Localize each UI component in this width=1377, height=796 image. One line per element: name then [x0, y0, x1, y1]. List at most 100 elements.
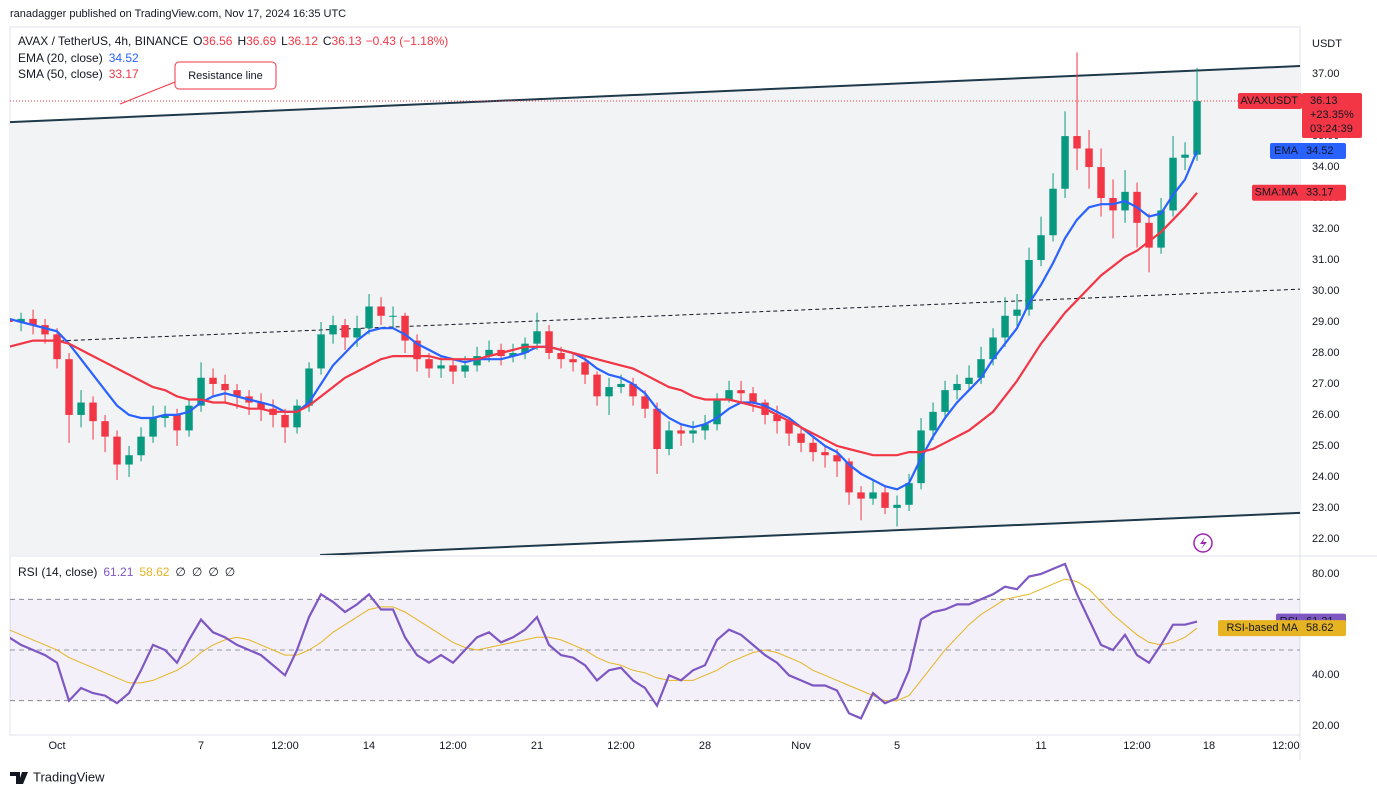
candle-body: [209, 377, 217, 384]
annotation-text: Resistance line: [188, 70, 263, 82]
y-tick-label: 26.00: [1312, 409, 1340, 421]
candle-body: [797, 433, 805, 443]
indicator-line: [10, 192, 1198, 457]
candle-body: [953, 383, 961, 391]
rsi-value: 61.21: [103, 565, 133, 579]
indicator-tag-box: [1252, 184, 1346, 201]
currency-label: USDT: [1312, 38, 1342, 50]
candle-body: [401, 315, 409, 341]
ohlc-change: −0.43 (−1.18%): [366, 34, 449, 48]
rsi-tick-label: 80.00: [1312, 568, 1340, 580]
candle-body: [1085, 148, 1093, 168]
y-tick-label: 24.00: [1312, 471, 1340, 483]
icon-circle[interactable]: [1193, 533, 1213, 553]
price-value-box: [1302, 93, 1362, 139]
rsi-ma-tag-name: RSI-based MA: [1226, 622, 1298, 634]
candle-body: [257, 402, 265, 409]
price-change-pct: +23.35%: [1310, 109, 1354, 121]
candle-body: [89, 402, 97, 422]
indicator-legend: EMA (20, close) 34.52: [18, 51, 139, 65]
candle-body: [1025, 260, 1033, 310]
candle-body: [29, 318, 37, 326]
indicator-tag-value: 34.52: [1306, 145, 1334, 157]
candle-body: [713, 399, 721, 425]
candle-body: [53, 334, 61, 360]
x-tick-label: 18: [1203, 740, 1215, 752]
candle-body: [353, 328, 361, 338]
indicator-value: 33.17: [109, 67, 139, 81]
candle-body: [809, 442, 817, 453]
candle-body: [65, 359, 73, 415]
candle-body: [365, 306, 373, 329]
indicator-name: EMA (20, close): [18, 51, 103, 65]
trendline: [10, 65, 1300, 124]
candle-body: [869, 492, 877, 499]
candle-body: [437, 365, 445, 369]
candle-body: [161, 414, 169, 419]
y-tick-label: 30.00: [1312, 285, 1340, 297]
channel-fill: [10, 66, 1300, 555]
y-tick-label: 22.00: [1312, 533, 1340, 545]
indicator-line: [10, 150, 1199, 491]
candle-body: [413, 340, 421, 360]
candle-body: [305, 368, 313, 406]
candle-body: [965, 377, 973, 384]
candle-body: [881, 492, 889, 508]
candle-body: [137, 436, 145, 456]
candle-body: [1181, 154, 1189, 158]
candle-body: [1013, 309, 1021, 316]
trendline: [320, 511, 1300, 555]
y-tick-label: 27.00: [1312, 378, 1340, 390]
y-tick-label: 25.00: [1312, 440, 1340, 452]
y-tick-label: 29.00: [1312, 316, 1340, 328]
indicator-tag-box: [1270, 142, 1346, 159]
rsi-tick-label: 20.00: [1312, 720, 1340, 732]
footer: TradingView: [10, 769, 105, 784]
indicator-tag-name: EMA: [1274, 145, 1299, 157]
candle-body: [197, 377, 205, 406]
candle-body: [701, 424, 709, 431]
y-tick-label: 37.00: [1312, 68, 1340, 80]
annotation-box: [174, 61, 277, 90]
rsi-extra: ∅: [208, 565, 218, 579]
rsi-background: [10, 598, 1300, 702]
candle-body: [641, 396, 649, 409]
candle-body: [725, 390, 733, 400]
candle-body: [77, 402, 85, 415]
candle-body: [773, 414, 781, 422]
candle-body: [1061, 136, 1069, 189]
ohlc-value: 36.69: [246, 34, 276, 48]
y-tick-label: 28.00: [1312, 347, 1340, 359]
rsi-tick-label: 40.00: [1312, 669, 1340, 681]
candle-body: [185, 405, 193, 431]
candle-body: [221, 383, 229, 391]
candle-body: [521, 343, 529, 353]
icon-bolt[interactable]: [1200, 537, 1207, 549]
candle-body: [1169, 157, 1177, 211]
annotation: Resistance line: [119, 61, 277, 105]
candle-body: [1145, 222, 1153, 248]
candle-body: [329, 325, 337, 335]
candle-body: [17, 318, 25, 322]
rsi-line: [10, 562, 1198, 720]
candle-body: [341, 325, 349, 338]
candle-body: [1049, 188, 1057, 236]
trendline: [59, 288, 1300, 342]
candle-body: [233, 390, 241, 397]
candle-body: [461, 365, 469, 372]
candle-body: [1157, 210, 1165, 248]
x-tick-label: 11: [1035, 740, 1046, 752]
candle-body: [929, 411, 937, 431]
y-tick-label: 31.00: [1312, 254, 1340, 266]
candle-body: [653, 408, 661, 450]
candle-body: [101, 421, 109, 437]
candle-body: [125, 455, 133, 465]
axes: 22.00 23.00 24.00 25.00 26.00 27.00 28.00 29.00…: [48, 38, 1342, 752]
candle-body: [905, 483, 913, 505]
bar-countdown: 03:24:39: [1310, 123, 1353, 135]
replay-icon[interactable]: [1193, 533, 1213, 553]
candle-body: [737, 390, 745, 394]
candle-body: [1073, 136, 1081, 149]
candle-body: [317, 334, 325, 369]
